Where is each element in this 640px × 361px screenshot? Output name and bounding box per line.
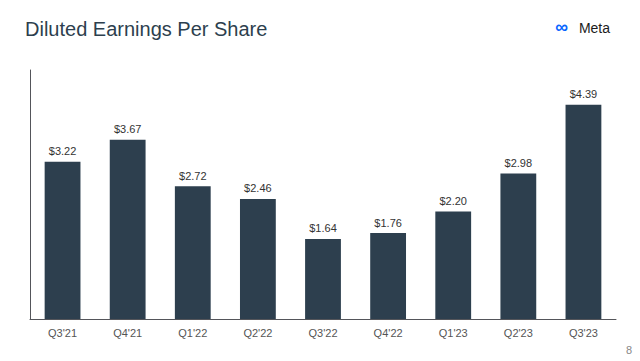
- svg-text:$3.22: $3.22: [49, 145, 77, 157]
- svg-text:Q3'23: Q3'23: [569, 327, 598, 339]
- svg-text:Meta: Meta: [579, 20, 610, 36]
- svg-text:Q1'23: Q1'23: [439, 327, 468, 339]
- svg-text:$2.98: $2.98: [505, 157, 533, 169]
- svg-text:Q4'21: Q4'21: [113, 327, 142, 339]
- svg-text:Q3'22: Q3'22: [308, 327, 337, 339]
- svg-text:$1.64: $1.64: [309, 222, 337, 234]
- svg-text:Q1'22: Q1'22: [178, 327, 207, 339]
- svg-text:$2.72: $2.72: [179, 170, 207, 182]
- svg-text:8: 8: [626, 344, 632, 356]
- svg-text:Q3'21: Q3'21: [48, 327, 77, 339]
- svg-text:Q4'22: Q4'22: [374, 327, 403, 339]
- svg-text:Q2'22: Q2'22: [243, 327, 272, 339]
- svg-text:$4.39: $4.39: [570, 88, 598, 100]
- svg-text:Q2'23: Q2'23: [504, 327, 533, 339]
- svg-text:$1.76: $1.76: [374, 217, 402, 229]
- svg-text:Diluted Earnings Per Share: Diluted Earnings Per Share: [25, 18, 267, 40]
- svg-text:$2.46: $2.46: [244, 182, 272, 194]
- svg-text:$3.67: $3.67: [114, 123, 142, 135]
- svg-text:$2.20: $2.20: [439, 195, 467, 207]
- svg-text:∞: ∞: [555, 17, 568, 37]
